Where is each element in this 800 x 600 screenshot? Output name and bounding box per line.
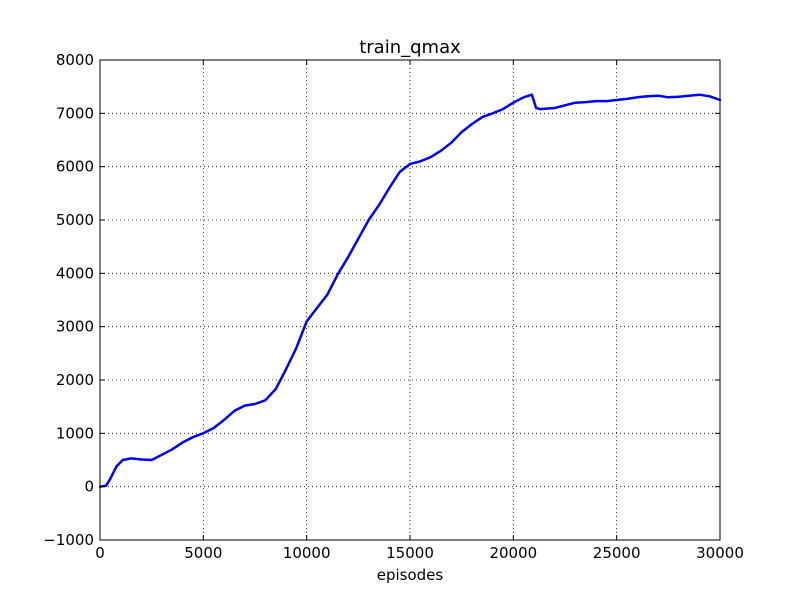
series-layer (98, 93, 722, 488)
y-tick-label: 2000 (56, 371, 94, 389)
x-tick-label: 5000 (184, 544, 222, 562)
y-tick-label: 5000 (56, 211, 94, 229)
x-tick-label: 20000 (489, 544, 537, 562)
y-tick-label: 3000 (56, 318, 94, 336)
x-tick-labels: 0 5000 10000 15000 20000 25000 30000 (95, 544, 744, 562)
series-line (98, 93, 722, 488)
x-tick-label: 25000 (593, 544, 641, 562)
y-tick-label: 4000 (56, 264, 94, 282)
y-tick-labels: −1000 0 1000 2000 3000 4000 5000 6000 7000 8000 (43, 51, 94, 549)
x-tick-label: 0 (95, 544, 105, 562)
x-tick-label: 10000 (283, 544, 331, 562)
y-tick-label: 8000 (56, 51, 94, 69)
y-tick-label: 6000 (56, 158, 94, 176)
y-tick-label: 7000 (56, 104, 94, 122)
tick-marks (99, 59, 721, 541)
chart-title: train_qmax (359, 37, 461, 58)
grid-lines (100, 60, 720, 540)
x-axis-label: episodes (377, 566, 444, 584)
y-tick-label: 0 (84, 478, 94, 496)
y-tick-label: 1000 (56, 424, 94, 442)
x-tick-label: 30000 (696, 544, 744, 562)
y-tick-label: −1000 (43, 531, 94, 549)
x-tick-label: 15000 (386, 544, 434, 562)
